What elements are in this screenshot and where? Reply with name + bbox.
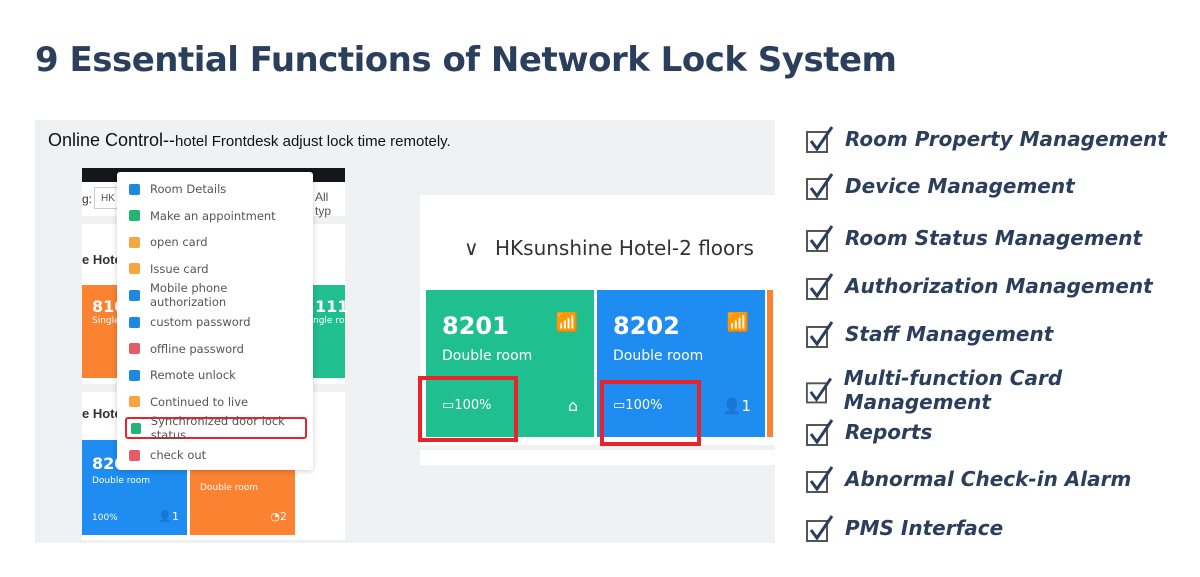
menu-item[interactable]: Mobile phone authorization <box>125 281 307 310</box>
menu-item-label: open card <box>150 235 208 250</box>
room-card[interactable]: 111 ngle ro <box>313 285 348 378</box>
room-card-8202[interactable]: 8202 Double room 📶 ▭100% 👤1 <box>597 290 765 437</box>
feature-item: Authorization Management <box>805 271 1153 301</box>
menu-item-label: Make an appointment <box>150 208 276 223</box>
menu-item[interactable]: Make an appointment <box>125 205 307 227</box>
feature-label: Device Management <box>845 174 1075 198</box>
room-card-8201[interactable]: 8201 Double room 📶 ▭100% ⌂ <box>426 290 594 437</box>
clock-count: ◔2 <box>270 510 287 523</box>
filter-label: g: <box>82 192 93 206</box>
menu-item[interactable]: open card <box>125 231 307 253</box>
menu-item-label: Continued to live <box>150 394 249 409</box>
type-select[interactable]: All typ <box>315 190 332 218</box>
menu-icon <box>129 210 140 222</box>
floor-title: e Hote <box>82 406 122 421</box>
menu-icon <box>129 263 140 275</box>
wifi-icon: 📶 <box>726 312 749 333</box>
feature-item: PMS Interface <box>805 513 1003 543</box>
checkbox-checked-icon <box>806 515 834 542</box>
feature-item: Staff Management <box>805 319 1053 349</box>
menu-item[interactable]: Synchronized door lock status <box>125 414 307 443</box>
checkbox-checked-icon <box>805 377 833 404</box>
menu-icon <box>129 316 140 328</box>
feature-label: PMS Interface <box>845 516 1004 540</box>
feature-label: Reports <box>845 420 933 444</box>
feature-label: Authorization Management <box>845 274 1153 298</box>
checkbox-checked-icon <box>806 466 834 493</box>
feature-item: Room Property Management <box>805 124 1167 154</box>
panel-strip <box>420 450 775 465</box>
menu-item[interactable]: Continued to live <box>125 391 307 413</box>
battery-level: ▭100% <box>442 398 492 413</box>
wifi-icon: 📶 <box>555 312 578 333</box>
home-icon: ⌂ <box>567 396 578 415</box>
menu-icon <box>131 422 141 434</box>
menu-item-label: Remote unlock <box>150 368 236 383</box>
menu-item-label: Issue card <box>150 261 209 276</box>
menu-icon <box>129 289 140 301</box>
context-menu: Room Details Make an appointment open card… <box>117 172 313 470</box>
menu-item-label: custom password <box>150 315 251 329</box>
menu-icon <box>129 369 140 381</box>
menu-item[interactable]: offline password <box>125 338 307 360</box>
menu-icon <box>129 343 140 355</box>
checkbox-checked-icon <box>806 273 834 300</box>
menu-item-label: offline password <box>150 341 244 356</box>
menu-item[interactable]: custom password <box>125 311 307 333</box>
cards-panel: 8201 Double room 📶 ▭100% ⌂ 8202 Double r… <box>420 282 775 445</box>
checkbox-checked-icon <box>806 126 834 153</box>
room-card-partial <box>767 290 773 437</box>
checkbox-checked-icon <box>806 321 834 348</box>
floor-header[interactable]: ∨ HKsunshine Hotel-2 floors <box>420 210 775 282</box>
menu-icon <box>129 396 140 408</box>
feature-label: Room Status Management <box>845 226 1143 250</box>
feature-item: Device Management <box>805 171 1075 201</box>
battery-level: ▭100% <box>613 398 663 413</box>
caption: Online Control--hotel Frontdesk adjust l… <box>48 130 451 151</box>
feature-item: Reports <box>805 417 932 447</box>
feature-label: Staff Management <box>845 322 1054 346</box>
menu-icon <box>129 236 140 248</box>
floor-title: e Hote <box>82 252 122 267</box>
menu-item-label: check out <box>150 448 207 462</box>
panel-strip <box>420 195 775 210</box>
guest-count: 👤1 <box>722 397 751 415</box>
chevron-down-icon[interactable]: ∨ <box>464 236 479 260</box>
feature-label: Room Property Management <box>845 127 1167 151</box>
menu-item[interactable]: Issue card <box>125 258 307 280</box>
menu-item[interactable]: Room Details <box>125 178 307 200</box>
menu-item[interactable]: check out <box>125 444 307 466</box>
menu-icon <box>129 183 140 195</box>
checkbox-checked-icon <box>806 225 834 252</box>
menu-item-label: Synchronized door lock status <box>150 414 285 443</box>
menu-item-label: Mobile phone authorization <box>149 281 228 310</box>
floor-title: HKsunshine Hotel-2 floors <box>495 236 754 260</box>
feature-label: Abnormal Check-in Alarm <box>845 467 1132 491</box>
highlight-box <box>418 376 518 442</box>
battery-level: 100% <box>92 513 118 523</box>
page-title: 9 Essential Functions of Network Lock Sy… <box>35 40 897 80</box>
feature-item: Room Status Management <box>805 223 1142 253</box>
checkbox-checked-icon <box>806 173 834 200</box>
feature-item: Abnormal Check-in Alarm <box>805 464 1131 494</box>
checkbox-checked-icon <box>806 419 834 446</box>
ui-screenshot: Online Control--hotel Frontdesk adjust l… <box>35 120 775 543</box>
menu-icon <box>129 449 140 461</box>
menu-item[interactable]: Remote unlock <box>125 364 307 386</box>
highlight-box <box>600 380 701 446</box>
menu-item-label: Room Details <box>150 182 227 196</box>
caption-rest: hotel Frontdesk adjust lock time remotel… <box>175 133 451 150</box>
feature-label: Multi-function Card Management <box>843 366 1063 414</box>
feature-item: Multi-function Card Management <box>805 366 1200 414</box>
caption-main: Online Control-- <box>48 130 176 150</box>
guest-count: 👤1 <box>158 510 179 523</box>
